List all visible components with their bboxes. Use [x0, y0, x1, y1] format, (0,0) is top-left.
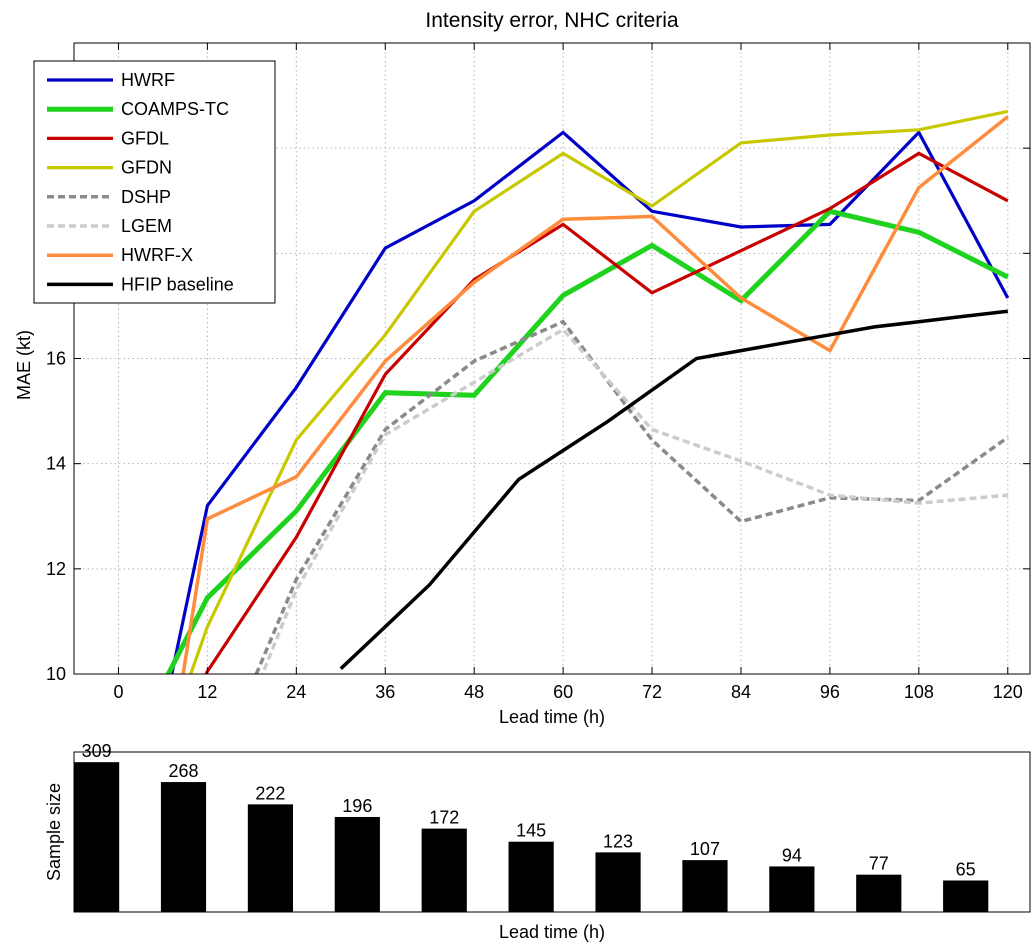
- series-line-hwrf: [170, 129, 1010, 674]
- x-tick-label: 60: [553, 682, 573, 702]
- x-tick-label: 84: [731, 682, 751, 702]
- x-tick-label: 120: [993, 682, 1023, 702]
- legend-label: LGEM: [121, 216, 172, 236]
- series-line-coamps-tc: [165, 208, 1009, 674]
- legend-label: DSHP: [121, 187, 171, 207]
- legend-label: COAMPS-TC: [121, 99, 229, 119]
- bar-x-axis-label: Lead time (h): [499, 922, 605, 942]
- line-y-axis: 10 12 14 16: [46, 42, 1030, 684]
- y-tick-label: 12: [46, 559, 66, 579]
- bar-value-label: 172: [429, 808, 459, 828]
- bar-value-label: 123: [603, 831, 633, 851]
- sample-size-bar: [421, 828, 467, 912]
- line-series-group: [165, 109, 1010, 674]
- sample-size-bar: [334, 816, 380, 912]
- x-tick-label: 0: [113, 682, 123, 702]
- legend-label: GFDN: [121, 158, 172, 178]
- legend-box: [33, 60, 276, 304]
- bar-value-label: 107: [690, 839, 720, 859]
- series-line-gfdn: [189, 109, 1009, 674]
- legend-label: HFIP baseline: [121, 274, 234, 294]
- sample-size-bar: [160, 782, 207, 912]
- x-tick-label: 72: [642, 682, 662, 702]
- x-tick-label: 48: [464, 682, 484, 702]
- sample-size-bar: [247, 804, 294, 912]
- bar-value-label: 77: [869, 854, 889, 874]
- line-x-axis-label: Lead time (h): [499, 707, 605, 727]
- bar-value-label: 94: [782, 845, 802, 865]
- series-line-gfdl: [204, 151, 1009, 674]
- x-tick-label: 108: [904, 682, 934, 702]
- bar-y-axis-label: Sample size: [44, 783, 64, 881]
- bar-value-label: 222: [255, 783, 285, 803]
- sample-size-bar: [943, 880, 989, 912]
- bar-value-label: 196: [342, 796, 372, 816]
- bar-value-label: 268: [168, 761, 198, 781]
- x-tick-label: 24: [286, 682, 306, 702]
- x-tick-label: 12: [197, 682, 217, 702]
- bar-series-group: 309 268 222 196 172 145 123 107 94 77 65: [74, 741, 989, 912]
- sample-size-bar: [769, 866, 815, 912]
- series-line-lgem: [260, 327, 1008, 674]
- series-line-hwrf-x: [181, 115, 1009, 674]
- sample-size-bar: [595, 852, 641, 912]
- bar-value-label: 65: [956, 859, 976, 879]
- series-line-hfip-baseline: [339, 309, 1009, 670]
- line-y-axis-label: MAE (kt): [14, 330, 34, 400]
- bar-value-label: 145: [516, 821, 546, 841]
- chart-legend: HWRF COAMPS-TC GFDL GFDN DSHP LGEM HWRF-X HFIP …: [33, 60, 276, 304]
- legend-label: HWRF: [121, 70, 175, 90]
- y-tick-label: 14: [46, 454, 66, 474]
- sample-size-bar: [682, 860, 728, 912]
- y-tick-label: 10: [46, 664, 66, 684]
- line-x-axis: 0 12 24 36 48 60 72 84 96 108 120: [113, 43, 1023, 702]
- x-tick-label: 96: [820, 682, 840, 702]
- y-tick-label: 16: [46, 349, 66, 369]
- bar-plot-border: [73, 751, 1031, 913]
- sample-size-bar: [856, 874, 902, 912]
- legend-label: GFDL: [121, 128, 169, 148]
- legend-label: HWRF-X: [121, 245, 193, 265]
- sample-size-bar: [74, 762, 120, 912]
- bar-value-label: 309: [82, 741, 112, 761]
- x-tick-label: 36: [375, 682, 395, 702]
- chart-title: Intensity error, NHC criteria: [425, 9, 679, 32]
- sample-size-bar: [508, 841, 554, 912]
